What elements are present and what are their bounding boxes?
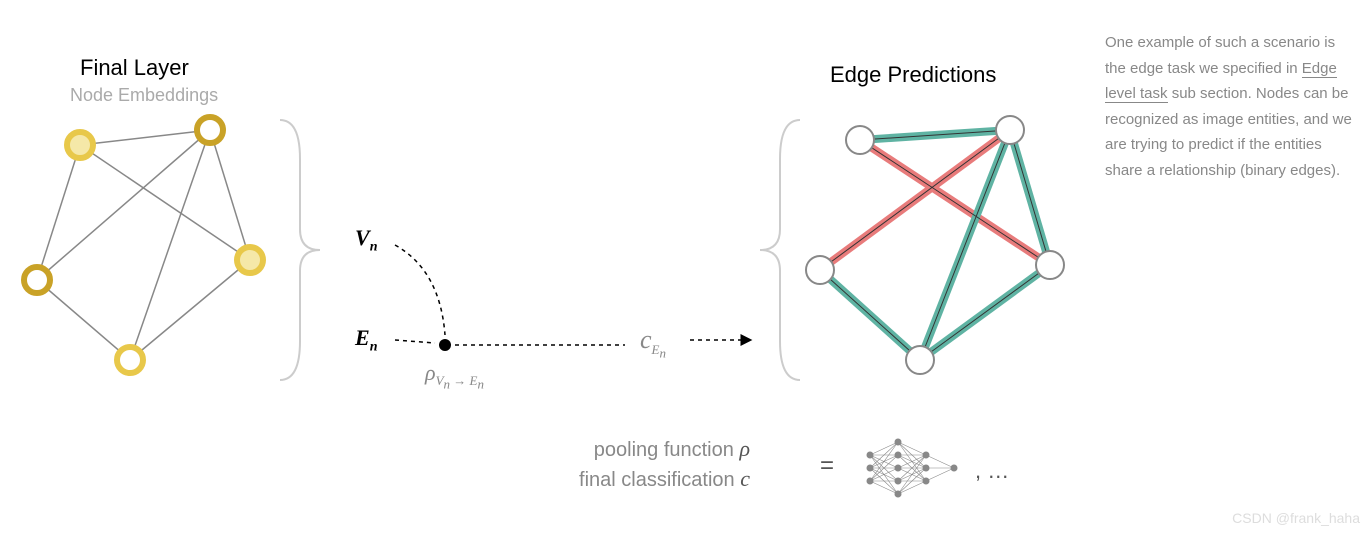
label-vn: Vn xyxy=(355,225,377,255)
label-en: En xyxy=(355,325,377,355)
title-node-embeddings: Node Embeddings xyxy=(70,85,218,106)
watermark: CSDN @frank_haha xyxy=(1232,510,1360,526)
sidebar-description: One example of such a scenario is the ed… xyxy=(1105,30,1355,183)
label-c: cEn xyxy=(640,325,666,362)
diagram-area: Final Layer Node Embeddings Edge Predict… xyxy=(0,0,1095,531)
footer-equals: = xyxy=(820,452,834,480)
title-edge-predictions: Edge Predictions xyxy=(830,62,996,88)
footer-ellipsis: , … xyxy=(975,458,1009,484)
footer-classification: final classification c xyxy=(460,466,750,492)
footer-pooling: pooling function ρ xyxy=(460,436,750,462)
title-final-layer: Final Layer xyxy=(80,55,189,81)
label-rho: ρVn → En xyxy=(425,360,484,393)
